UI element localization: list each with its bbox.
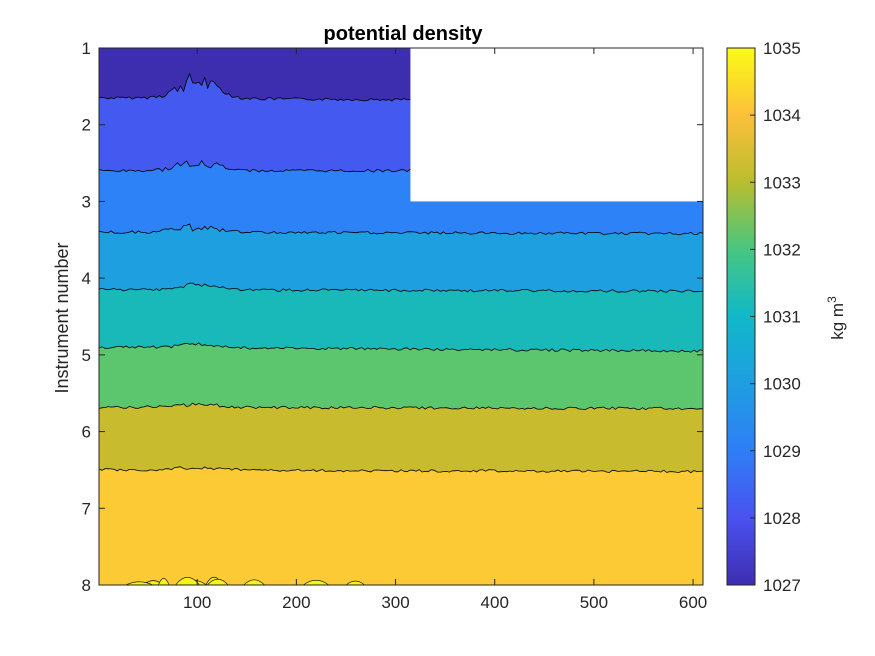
x-tick-label: 200 <box>282 593 310 612</box>
density-band <box>99 283 703 353</box>
y-tick-label: 8 <box>82 576 91 595</box>
axes: 100 200 300 400 500 600 1 2 3 4 5 6 7 8 <box>82 39 708 612</box>
colorbar-tick-label: 1031 <box>763 308 801 327</box>
x-tick-label: 100 <box>183 593 211 612</box>
x-tick-label: 600 <box>679 593 707 612</box>
contour-line <box>99 402 703 411</box>
y-tick-label: 5 <box>82 346 91 365</box>
contour-line <box>99 223 703 236</box>
y-tick-label: 1 <box>82 39 91 58</box>
colorbar-tick-label: 1034 <box>763 106 801 125</box>
y-tick-label: 6 <box>82 423 91 442</box>
colorbar-tick-label: 1032 <box>763 240 801 259</box>
plot-area <box>99 48 703 585</box>
colorbar-tick-label: 1030 <box>763 375 801 394</box>
colorbar-ticks: 1027 1028 1029 1030 1031 1032 1033 1034 1035 <box>750 39 801 595</box>
y-tick-label: 4 <box>82 269 91 288</box>
x-tick-label: 300 <box>381 593 409 612</box>
contour-line <box>99 466 703 474</box>
missing-data-region <box>410 48 703 202</box>
chart-title: potential density <box>324 23 484 45</box>
colorbar-tick-label: 1029 <box>763 442 801 461</box>
density-bands <box>99 48 703 585</box>
x-tick-label: 400 <box>481 593 509 612</box>
y-axis-label: Instrument number <box>52 242 72 393</box>
y-tick-label: 3 <box>82 192 91 211</box>
colorbar-label: kg m3 <box>825 296 847 340</box>
colorbar-tick-label: 1028 <box>763 509 801 528</box>
density-band <box>99 342 703 410</box>
density-band <box>99 224 703 293</box>
colorbar-tick-label: 1035 <box>763 39 801 58</box>
colorbar-tick-label: 1027 <box>763 576 801 595</box>
axes-box <box>98 47 704 586</box>
contour-line <box>99 342 703 353</box>
colorbar[interactable]: 1027 1028 1029 1030 1031 1032 1033 1034 1035 kg … <box>726 39 847 595</box>
y-tick-label: 2 <box>82 116 91 135</box>
x-tick-label: 500 <box>580 593 608 612</box>
contour-line <box>99 282 703 293</box>
density-band <box>99 466 703 585</box>
y-tick-label: 7 <box>82 499 91 518</box>
density-band <box>99 403 703 473</box>
colorbar-tick-label: 1033 <box>763 173 801 192</box>
